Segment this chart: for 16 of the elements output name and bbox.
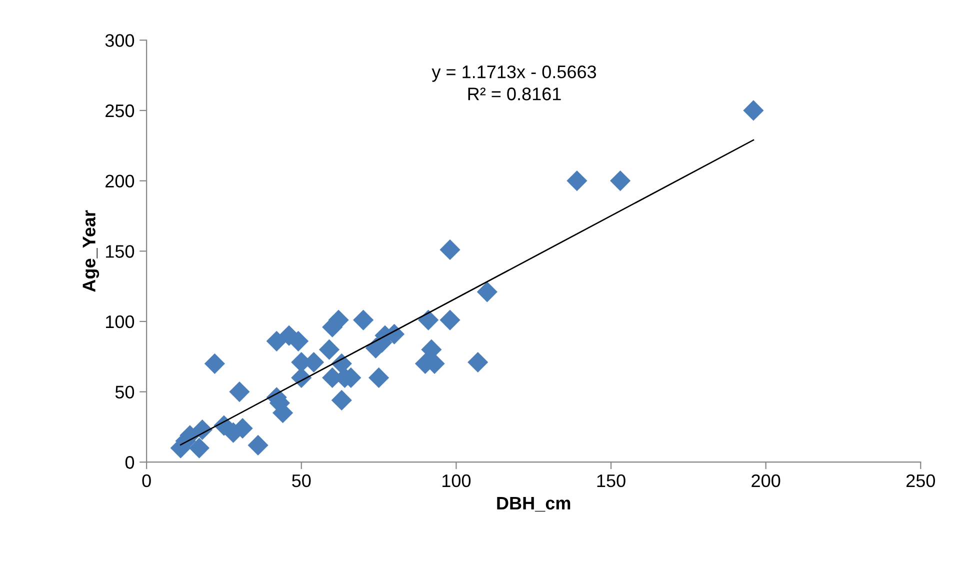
y-tick-label: 0: [125, 456, 134, 469]
y-tick-label: 100: [106, 315, 134, 328]
y-tick-label: 150: [106, 245, 134, 258]
annotation: y = 1.1713x - 0.5663 R² = 0.8161: [432, 65, 596, 100]
y-tick-label: 250: [106, 104, 134, 118]
x-tick-label: 200: [752, 474, 780, 488]
x-tick-label: 50: [292, 474, 311, 488]
x-tick-label: 100: [442, 474, 471, 488]
y-tick-label: 50: [115, 386, 134, 399]
x-tick-label: 0: [142, 474, 151, 488]
x-tick-label: 250: [906, 474, 935, 488]
y-axis-title: Age_Year: [82, 210, 100, 292]
x-tick-label: 150: [597, 474, 626, 488]
y-tick-label: 300: [105, 34, 134, 47]
y-tick-label: 200: [106, 174, 134, 188]
x-axis-title: DBH_cm: [497, 496, 570, 512]
